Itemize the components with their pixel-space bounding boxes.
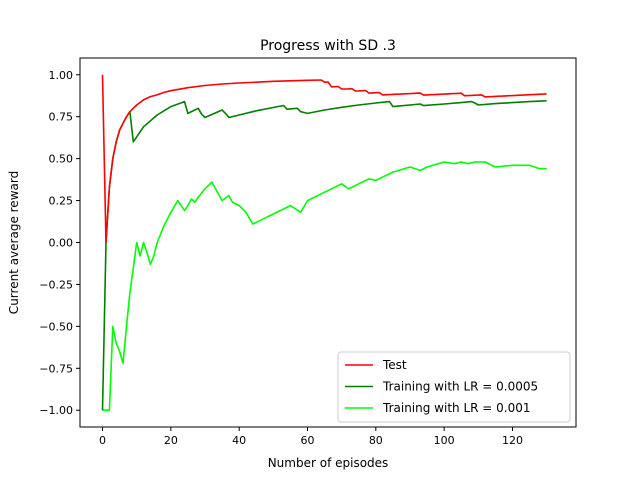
- legend-label: Training with LR = 0.0005: [382, 380, 538, 394]
- x-axis-label: Number of episodes: [268, 456, 389, 470]
- y-tick-label: 0.50: [49, 153, 74, 166]
- series-line-1: [101, 74, 547, 244]
- y-axis-label: Current average reward: [7, 171, 21, 314]
- plot-area: [101, 74, 547, 412]
- x-tick-label: 60: [301, 434, 315, 447]
- y-tick-label: 0.75: [49, 111, 74, 124]
- legend-box: [337, 351, 571, 423]
- legend: Test Training with LR = 0.0005 Training wi…: [337, 351, 571, 423]
- x-tick-label: 0: [99, 434, 106, 447]
- y-tick-label: 0.25: [49, 195, 74, 208]
- y-tick-label: 0.00: [49, 237, 74, 250]
- legend-label: Training with LR = 0.001: [382, 401, 531, 415]
- x-tick-label: 20: [164, 434, 178, 447]
- y-tick-label: −1.00: [39, 404, 73, 417]
- series-line-3: [102, 161, 547, 412]
- chart-title: Progress with SD .3: [260, 38, 396, 54]
- ticks: 0 20 40 60 80 100 120 −1.00 −0.75 −0.50 −0.25 0.00 0…: [39, 69, 523, 447]
- x-tick-label: 40: [232, 434, 246, 447]
- x-tick-label: 120: [502, 434, 523, 447]
- y-tick-label: −0.25: [39, 278, 73, 291]
- y-tick-label: −0.50: [39, 320, 73, 333]
- legend-label: Test: [382, 358, 407, 372]
- y-tick-label: 1.00: [49, 69, 74, 82]
- x-tick-label: 100: [434, 434, 455, 447]
- y-tick-label: −0.75: [39, 362, 73, 375]
- x-tick-label: 80: [369, 434, 383, 447]
